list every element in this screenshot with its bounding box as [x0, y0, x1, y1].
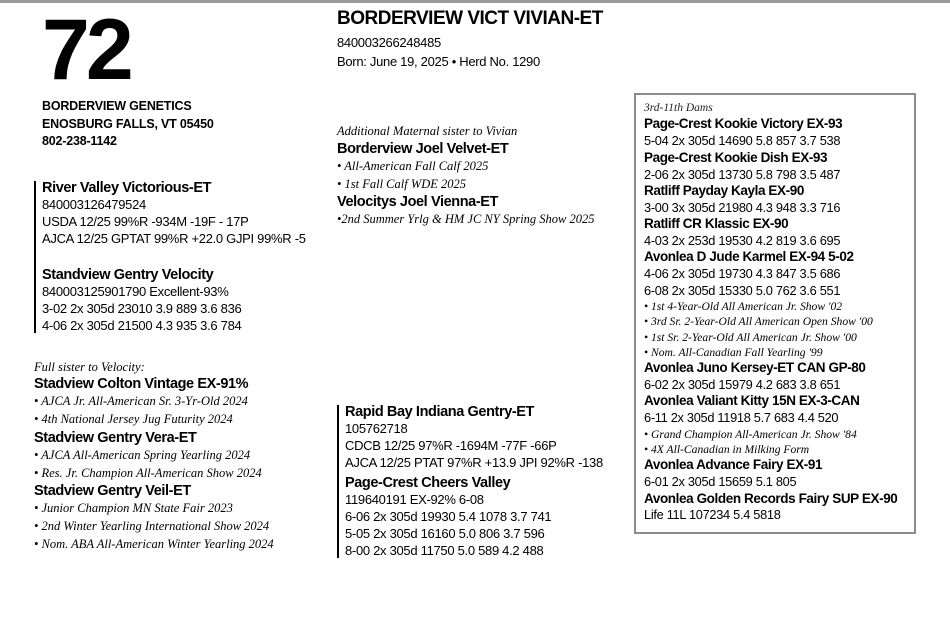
full-sister-name: Stadview Colton Vintage EX-91%	[34, 376, 249, 393]
dam-entry-award: • Nom. All-Canadian Fall Yearling '99	[644, 345, 823, 359]
dam-entry: Avonlea Juno Kersey-ET CAN GP-80 6-02 2x…	[644, 360, 906, 393]
maternal-sister-entry: Velocitys Joel Vienna-ET •2nd Summer Yrl…	[337, 193, 627, 229]
consignor-phone: 802-238-1142	[42, 134, 117, 149]
maternal-sister-award: •2nd Summer Yrlg & HM JC NY Spring Show …	[337, 212, 595, 227]
dam-entry-award: • 1st Sr. 2-Year-Old All American Jr. Sh…	[644, 330, 857, 344]
maternal-sister-name: Borderview Joel Velvet-ET	[337, 140, 509, 157]
maternal-sister-section: Additional Maternal sister to Vivian Bor…	[337, 123, 627, 229]
dam-entry-name: Page-Crest Kookie Victory EX-93	[644, 116, 843, 132]
full-sister-award: • 4th National Jersey Jug Futurity 2024	[34, 411, 233, 426]
second-dam-name: Page-Crest Cheers Valley	[345, 475, 511, 492]
dam-entry: Avonlea D Jude Karmel EX-94 5-02 4-06 2x…	[644, 249, 906, 360]
sire-usda-proof: USDA 12/25 99%R -934M -19F - 17P	[42, 214, 249, 230]
sire-registration: 840003126479524	[42, 197, 146, 213]
full-sister-award: • AJCA All-American Spring Yearling 2024	[34, 447, 251, 462]
dam-entry: Page-Crest Kookie Victory EX-93 5-04 2x …	[644, 116, 906, 149]
full-sister-entry: Stadview Gentry Vera-ET • AJCA All-Ameri…	[34, 429, 334, 483]
full-sister-entry: Stadview Colton Vintage EX-91% • AJCA Jr…	[34, 375, 334, 429]
page-top-rule	[0, 0, 950, 3]
animal-born-herd: Born: June 19, 2025 • Herd No. 1290	[337, 53, 540, 69]
dam-entry: Ratliff CR Klassic EX-90 4-03 2x 253d 19…	[644, 216, 906, 249]
full-sister-award: • Junior Champion MN State Fair 2023	[34, 501, 233, 516]
dam-entry-award: • 1st 4-Year-Old All American Jr. Show '…	[644, 300, 843, 313]
full-sister-award: • Res. Jr. Champion All-American Show 20…	[34, 465, 262, 480]
dam-entry-record: 3-00 3x 305d 21980 4.3 948 3.3 716	[644, 199, 841, 215]
dam-name: Standview Gentry Velocity	[42, 267, 214, 283]
dam-entry-record: 6-11 2x 305d 11918 5.7 683 4.4 520	[644, 410, 839, 426]
maternal-grandsire-registration: 105762718	[345, 421, 408, 437]
dam-record-2: 4-06 2x 305d 21500 4.3 935 3.6 784	[42, 317, 242, 333]
dam-entry-record: 4-06 2x 305d 19730 4.3 847 3.5 686	[644, 266, 841, 282]
maternal-grandsire-cdcb-proof: CDCB 12/25 97%R -1694M -77F -66P	[345, 438, 557, 454]
dam-entry-name: Avonlea Golden Records Fairy SUP EX-90	[644, 490, 898, 506]
full-sister-award: • AJCA Jr. All-American Sr. 3-Yr-Old 202…	[34, 394, 248, 409]
maternal-sister-name: Velocitys Joel Vienna-ET	[337, 194, 498, 211]
left-column: 72 BORDERVIEW GENETICS ENOSBURG FALLS, V…	[34, 2, 334, 554]
dam-entry-name: Avonlea Juno Kersey-ET CAN GP-80	[644, 360, 866, 376]
full-sister-award: • 2nd Winter Yearling International Show…	[34, 519, 270, 534]
dam-entry-award: • 3rd Sr. 2-Year-Old All American Open S…	[644, 315, 873, 329]
dam-entry-record: Life 11L 107234 5.4 5818	[644, 507, 781, 523]
maternal-sister-entry: Borderview Joel Velvet-ET • All-American…	[337, 140, 627, 194]
page-title: BORDERVIEW VICT VIVIAN-ET	[337, 8, 603, 29]
second-dam-record-2: 5-05 2x 305d 16160 5.0 806 3.7 596	[345, 525, 545, 541]
dams-panel: 3rd-11th Dams Page-Crest Kookie Victory …	[634, 93, 916, 534]
center-column: BORDERVIEW VICT VIVIAN-ET 84000326624848…	[337, 8, 627, 560]
dam-entry-record: 5-04 2x 305d 14690 5.8 857 3.7 538	[644, 133, 841, 149]
dam-entry-name: Avonlea D Jude Karmel EX-94 5-02	[644, 249, 854, 265]
full-sister-intro: Full sister to Velocity:	[34, 359, 145, 374]
dam-entry-record: 6-01 2x 305d 15659 5.1 805	[644, 474, 797, 490]
sire-ajca-proof: AJCA 12/25 GPTAT 99%R +22.0 GJPI 99%R -5	[42, 231, 306, 247]
dam-entry: Avonlea Golden Records Fairy SUP EX-90 L…	[644, 491, 906, 524]
maternal-sister-award: • All-American Fall Calf 2025	[337, 158, 489, 173]
dam-registration: 840003125901790 Excellent-93%	[42, 284, 229, 300]
dam-entry-name: Page-Crest Kookie Dish EX-93	[644, 149, 828, 165]
dam-entry-record: 6-08 2x 305d 15330 5.0 762 3.6 551	[644, 282, 841, 298]
second-dam-record-3: 8-00 2x 305d 11750 5.0 589 4.2 488	[345, 542, 544, 558]
dam-entry-name: Avonlea Advance Fairy EX-91	[644, 457, 823, 473]
dam-entry-name: Ratliff Payday Kayla EX-90	[644, 182, 804, 198]
second-dam-record-1: 6-06 2x 305d 19930 5.4 1078 3.7 741	[345, 509, 552, 525]
dam-entry: Avonlea Advance Fairy EX-91 6-01 2x 305d…	[644, 457, 906, 490]
dam-entry: Ratliff Payday Kayla EX-90 3-00 3x 305d …	[644, 183, 906, 216]
full-sister-section: Full sister to Velocity: Stadview Colton…	[34, 359, 334, 554]
second-dam-registration: 119640191 EX-92% 6-08	[345, 492, 484, 508]
sire-dam-bracket: River Valley Victorious-ET 8400031264795…	[34, 179, 334, 335]
dam-entry: Page-Crest Kookie Dish EX-93 2-06 2x 305…	[644, 150, 906, 183]
dam-entry-award: • 4X All-Canadian in Milking Form	[644, 442, 810, 456]
dam-entry: Avonlea Valiant Kitty 15N EX-3-CAN 6-11 …	[644, 393, 906, 457]
consignor-block: BORDERVIEW GENETICS ENOSBURG FALLS, VT 0…	[42, 98, 334, 151]
dam-entry-record: 6-02 2x 305d 15979 4.2 683 3.8 651	[644, 377, 841, 393]
dam-entry-record: 4-03 2x 253d 19530 4.2 819 3.6 695	[644, 233, 841, 248]
maternal-sister-award: • 1st Fall Calf WDE 2025	[337, 176, 467, 191]
full-sister-entry: Stadview Gentry Veil-ET • Junior Champio…	[34, 482, 334, 553]
maternal-grandsire-name: Rapid Bay Indiana Gentry-ET	[345, 404, 535, 421]
mgs-second-dam-bracket: Rapid Bay Indiana Gentry-ET 105762718 CD…	[337, 403, 627, 559]
full-sister-name: Stadview Gentry Vera-ET	[34, 429, 197, 446]
consignor-farm: BORDERVIEW GENETICS	[42, 98, 192, 113]
sire-name: River Valley Victorious-ET	[42, 180, 212, 197]
lot-number: 72	[42, 2, 134, 98]
animal-registration: 840003266248485	[337, 34, 441, 50]
dam-entry-award: • Grand Champion All-American Jr. Show '…	[644, 427, 857, 441]
maternal-grandsire-ajca-proof: AJCA 12/25 PTAT 97%R +13.9 JPI 92%R -138	[345, 455, 603, 471]
dam-entry-name: Ratliff CR Klassic EX-90	[644, 216, 789, 232]
dam-entry-record: 2-06 2x 305d 13730 5.8 798 3.5 487	[644, 166, 841, 182]
full-sister-award: • Nom. ABA All-American Winter Yearling …	[34, 536, 274, 551]
maternal-sister-intro: Additional Maternal sister to Vivian	[337, 124, 518, 139]
dam-entry-name: Avonlea Valiant Kitty 15N EX-3-CAN	[644, 393, 860, 409]
dams-panel-label: 3rd-11th Dams	[644, 102, 713, 114]
full-sister-name: Stadview Gentry Veil-ET	[34, 483, 191, 500]
consignor-location: ENOSBURG FALLS, VT 05450	[42, 116, 214, 131]
dam-record-1: 3-02 2x 305d 23010 3.9 889 3.6 836	[42, 301, 242, 317]
